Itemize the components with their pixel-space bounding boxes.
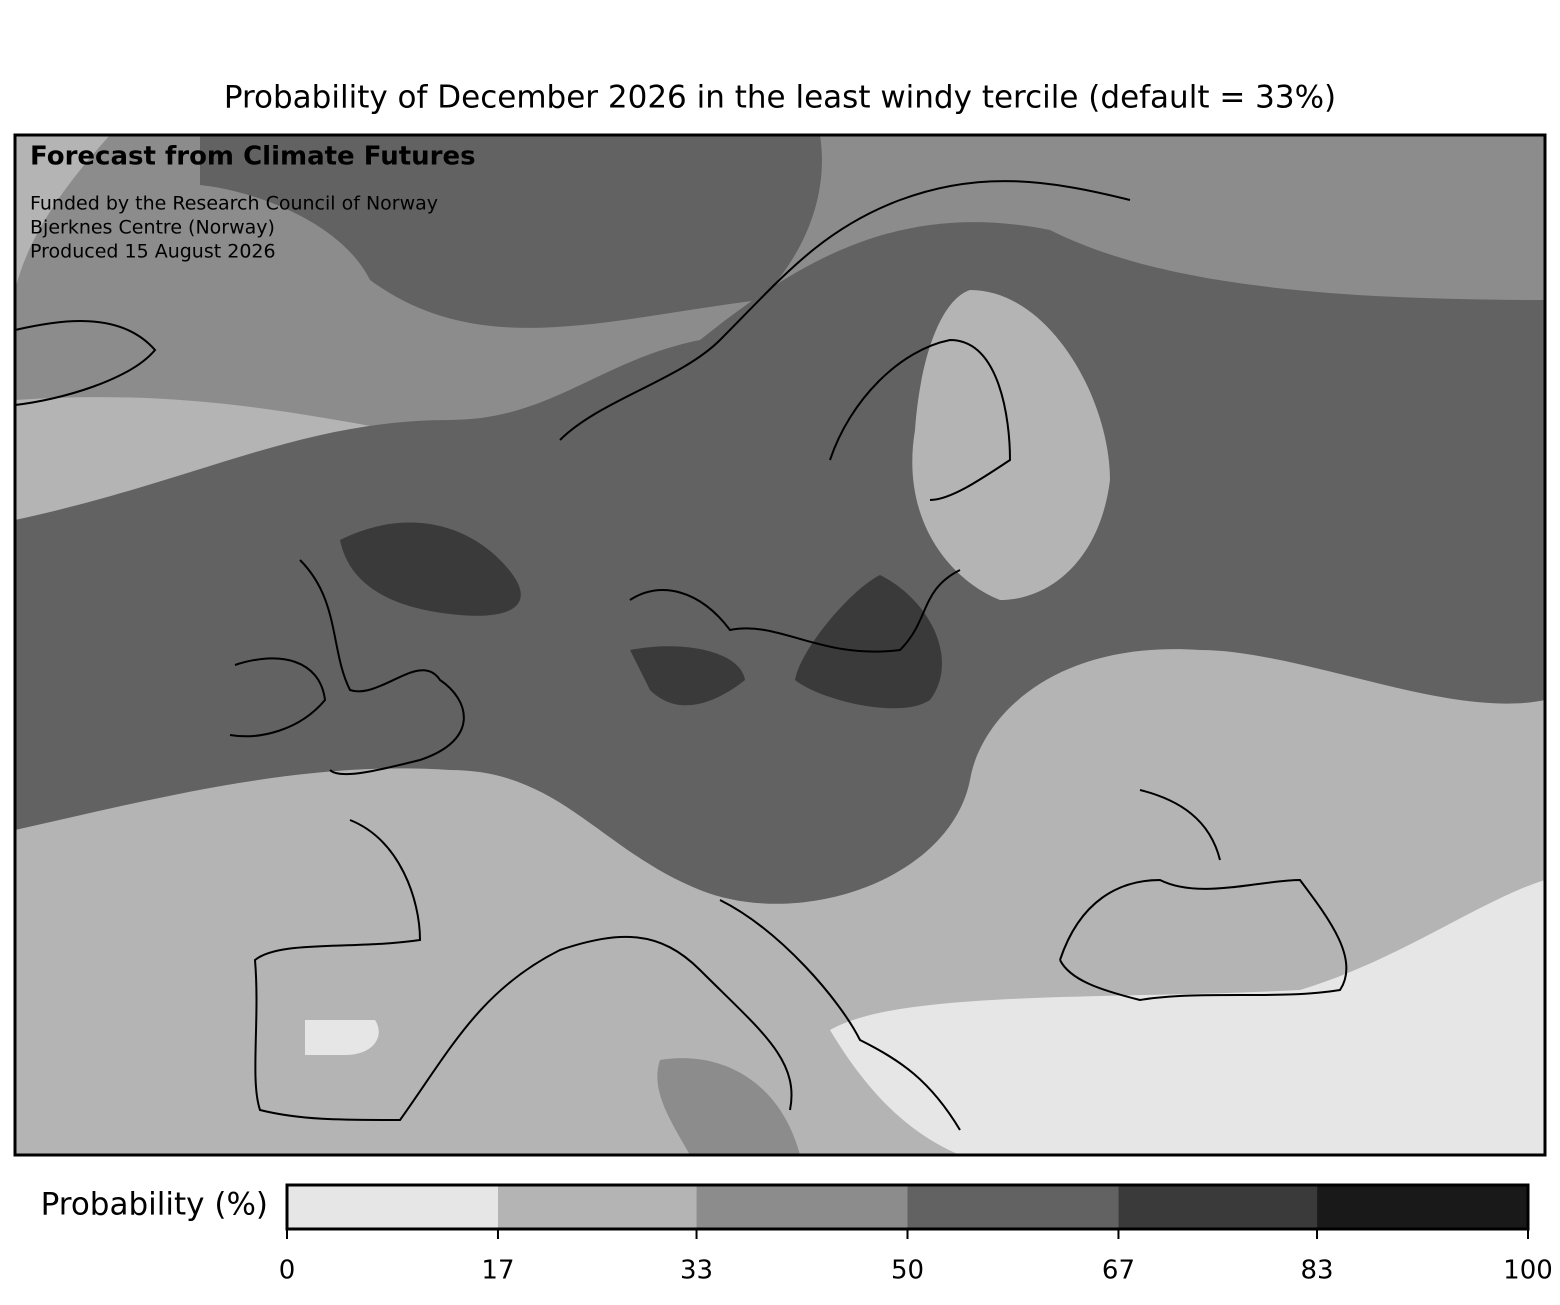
colorbar-tick-label: 0 <box>279 1256 296 1286</box>
colorbar-segment <box>1317 1185 1528 1229</box>
annotation-line: Produced 15 August 2026 <box>30 241 276 263</box>
colorbar-tick-label: 33 <box>680 1256 713 1286</box>
colorbar: 0 17 33 50 67 83 100 <box>279 1183 1553 1286</box>
colorbar-label: Probability (%) <box>41 1187 268 1223</box>
field-zone <box>15 135 110 290</box>
colorbar-segment <box>1118 1185 1318 1229</box>
annotation-line: Bjerknes Centre (Norway) <box>30 217 275 239</box>
map-frame <box>13 133 1547 1157</box>
field-zone <box>305 1020 379 1055</box>
colorbar-segment <box>497 1185 697 1229</box>
annotation-heading: Forecast from Climate Futures <box>30 142 476 172</box>
field-zone <box>340 522 521 616</box>
coastlines <box>15 180 1348 1131</box>
field-zone <box>630 646 745 706</box>
field-zone <box>795 575 942 709</box>
colorbar-segment <box>287 1185 498 1229</box>
map <box>15 135 1545 1155</box>
map-title: Probability of December 2026 in the leas… <box>224 80 1336 116</box>
field-zone <box>657 1058 800 1155</box>
colorbar-tick-label: 50 <box>891 1256 924 1286</box>
colorbar-tick-label: 17 <box>481 1256 514 1286</box>
colorbar-segment <box>907 1185 1119 1229</box>
field-zone <box>200 135 822 328</box>
annotation-line: Funded by the Research Council of Norway <box>30 193 438 215</box>
colorbar-tick-label: 83 <box>1300 1256 1333 1286</box>
colorbar-tick-label: 67 <box>1102 1256 1135 1286</box>
field-zone <box>912 290 1110 600</box>
colorbar-segment <box>696 1185 908 1229</box>
field-zone <box>830 880 1545 1155</box>
colorbar-tick-label: 100 <box>1503 1256 1553 1286</box>
field-zone <box>15 222 1545 904</box>
